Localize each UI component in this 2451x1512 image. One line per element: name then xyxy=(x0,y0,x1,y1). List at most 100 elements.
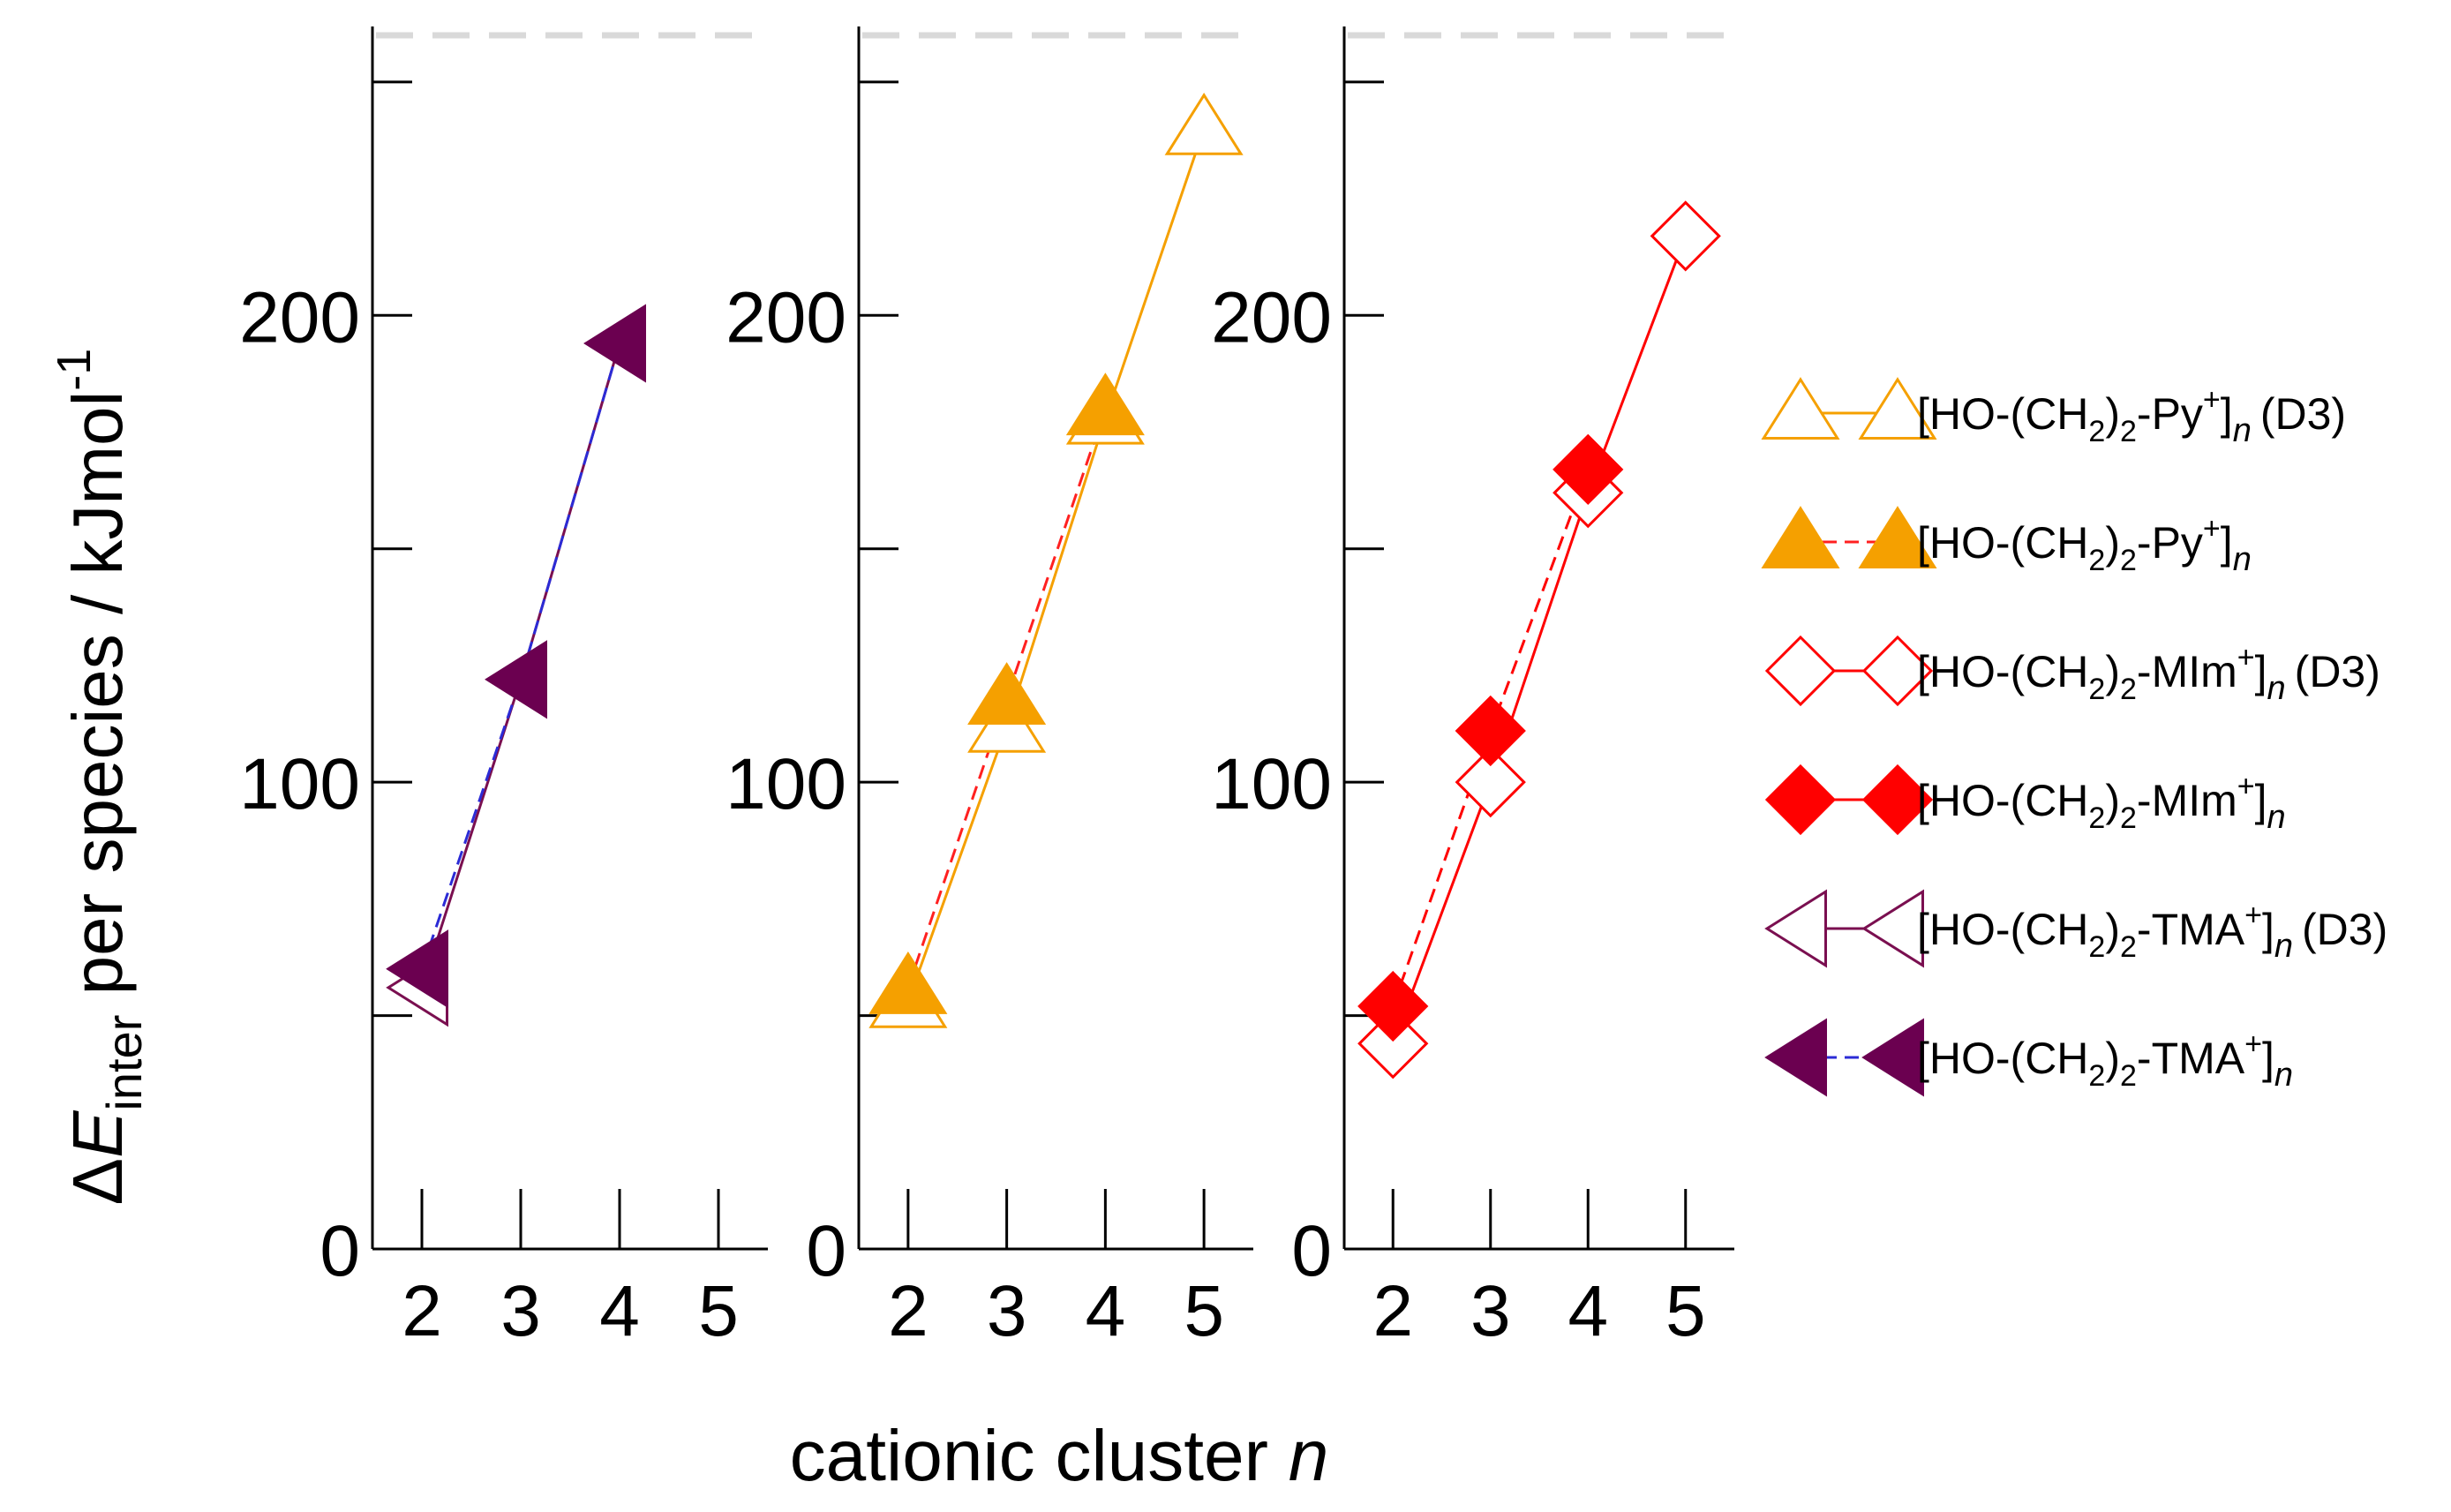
x-axis-label: cationic cluster n xyxy=(790,1416,1329,1496)
legend-marker-right xyxy=(1861,764,1934,836)
legend-label-part: ] xyxy=(2221,518,2233,568)
x-axis-label-var: n xyxy=(1289,1416,1329,1496)
legend-label-part: [HO-(CH xyxy=(1917,389,2088,439)
legend-marker-left xyxy=(1764,889,1827,968)
legend-label: [HO-(CH2)2-TMA+]n xyxy=(1917,1027,2293,1094)
legend-label-part: + xyxy=(2237,641,2255,674)
legend-label: [HO-(CH2)2-Py+]n xyxy=(1917,512,2252,578)
series-line-py-0 xyxy=(906,128,1206,1003)
data-point-mim-0 xyxy=(1357,1008,1429,1079)
x-tick-label: 3 xyxy=(987,1271,1027,1351)
legend-label-part: ) xyxy=(2105,518,2120,568)
legend-entry-py-d3: [HO-(CH2)2-Py+]n (D3) xyxy=(1761,377,2346,449)
x-tick-label: 2 xyxy=(888,1271,929,1351)
legend-marker-right xyxy=(1858,377,1937,440)
y-tick-label: 100 xyxy=(726,744,846,824)
legend-label-part: [HO-(CH xyxy=(1917,647,2088,696)
legend-label-part: [HO-(CH xyxy=(1917,776,2088,825)
legend-label-part: n xyxy=(2233,541,2252,578)
y-axis-label-delta: Δ xyxy=(58,1158,137,1205)
legend-label-part: -Py xyxy=(2137,389,2203,439)
legend-label-part: -Py xyxy=(2137,518,2203,568)
y-axis-label-rest: per species / kJmol xyxy=(58,391,137,1015)
legend-label: [HO-(CH2)2-MIm+]n xyxy=(1917,770,2286,836)
x-tick-label: 5 xyxy=(698,1271,739,1351)
legend-marker-right xyxy=(1858,506,1937,568)
legend-label-part: ] xyxy=(2262,1034,2274,1083)
y-axis-label: ΔEinter per species / kJmol-1 xyxy=(48,349,152,1206)
data-point-mim-1 xyxy=(1357,970,1429,1042)
legend-label-part: -TMA xyxy=(2137,1034,2245,1083)
legend-label-part: 2 xyxy=(2088,673,2105,706)
legend-label-tag: (D3) xyxy=(2302,905,2387,954)
x-tick-label: 5 xyxy=(1665,1271,1706,1351)
legend-label-part: -TMA xyxy=(2137,905,2245,954)
legend-label-part: 2 xyxy=(2120,544,2137,577)
data-point-mim-1 xyxy=(1455,695,1526,767)
legend-label-part: ) xyxy=(2105,905,2120,954)
legend-label: [HO-(CH2)2-MIm+]n (D3) xyxy=(1917,641,2380,707)
legend-label-part: n xyxy=(2267,799,2286,836)
y-tick-label: 100 xyxy=(239,744,360,824)
data-point-tma-1 xyxy=(386,929,448,1009)
y-axis-label-e: E xyxy=(58,1110,137,1158)
y-tick-label: 200 xyxy=(726,277,846,357)
chart-legend: [HO-(CH2)2-Py+]n (D3)[HO-(CH2)2-Py+]n[HO-… xyxy=(1761,377,2387,1097)
x-tick-label: 2 xyxy=(402,1271,442,1351)
series-line-tma-1 xyxy=(420,342,621,970)
legend-label-part: ) xyxy=(2105,647,2120,696)
y-tick-label: 100 xyxy=(1211,744,1332,824)
panel-mim: 0 100 200 2 3 4 5 xyxy=(1211,26,1734,1351)
legend-label-part: -MIm xyxy=(2137,647,2237,696)
legend-label-part: ) xyxy=(2105,776,2120,825)
data-point-tma-1 xyxy=(583,304,646,383)
x-axis-label-text: cationic cluster xyxy=(790,1416,1289,1496)
legend-label: [HO-(CH2)2-Py+]n (D3) xyxy=(1917,383,2346,449)
legend-label-part: 2 xyxy=(2088,1059,2105,1093)
legend-label-part: 2 xyxy=(2120,930,2137,964)
legend-marker-left xyxy=(1764,635,1837,707)
legend-label-part: ] xyxy=(2221,389,2233,439)
y-tick-label: 0 xyxy=(806,1211,846,1291)
x-tick-label: 2 xyxy=(1372,1271,1413,1351)
y-tick-label: 0 xyxy=(320,1211,360,1291)
y-tick-label: 0 xyxy=(1291,1211,1332,1291)
panel-tma: 0 100 200 2 3 4 5 xyxy=(239,26,768,1351)
legend-label-part: ] xyxy=(2262,905,2274,954)
legend-entry-tma: [HO-(CH2)2-TMA+]n xyxy=(1764,1018,2293,1097)
series-line-mim-0 xyxy=(1391,235,1688,1044)
legend-marker-left xyxy=(1761,377,1840,440)
legend-label-part: 2 xyxy=(2088,415,2105,448)
legend-label-part: -MIm xyxy=(2137,776,2237,825)
legend-entry-mim-d3: [HO-(CH2)2-MIm+]n (D3) xyxy=(1764,635,2380,707)
legend-label-part: ) xyxy=(2105,389,2120,439)
y-tick-label: 200 xyxy=(1211,277,1332,357)
legend-label-part: ) xyxy=(2105,1034,2120,1083)
legend-label-part: n xyxy=(2274,928,2293,965)
legend-marker-right xyxy=(1861,889,1924,968)
data-point-mim-0 xyxy=(1455,747,1526,818)
x-tick-label: 5 xyxy=(1184,1271,1224,1351)
y-tick-label: 200 xyxy=(239,277,360,357)
legend-label-part: 2 xyxy=(2088,801,2105,835)
legend-label-part: ] xyxy=(2255,647,2267,696)
legend-label-part: 2 xyxy=(2088,544,2105,577)
legend-label-part: n xyxy=(2274,1057,2293,1094)
legend-marker-left xyxy=(1761,506,1840,568)
legend-label-part: 2 xyxy=(2120,673,2137,706)
data-point-py-1 xyxy=(967,662,1047,725)
x-tick-label: 4 xyxy=(599,1271,640,1351)
y-axis-label-sup: -1 xyxy=(48,349,101,391)
legend-label-part: 2 xyxy=(2120,415,2137,448)
legend-label-part: + xyxy=(2237,770,2255,803)
data-point-py-1 xyxy=(1065,372,1145,436)
legend-label-tag: (D3) xyxy=(2260,389,2346,439)
legend-label-part: 2 xyxy=(2120,1059,2137,1093)
legend-marker-left xyxy=(1764,1018,1827,1097)
legend-entry-mim: [HO-(CH2)2-MIm+]n xyxy=(1764,764,2286,836)
legend-label-part: [HO-(CH xyxy=(1917,1034,2088,1083)
legend-label-part: + xyxy=(2244,899,2262,932)
data-point-mim-1 xyxy=(1553,433,1624,505)
